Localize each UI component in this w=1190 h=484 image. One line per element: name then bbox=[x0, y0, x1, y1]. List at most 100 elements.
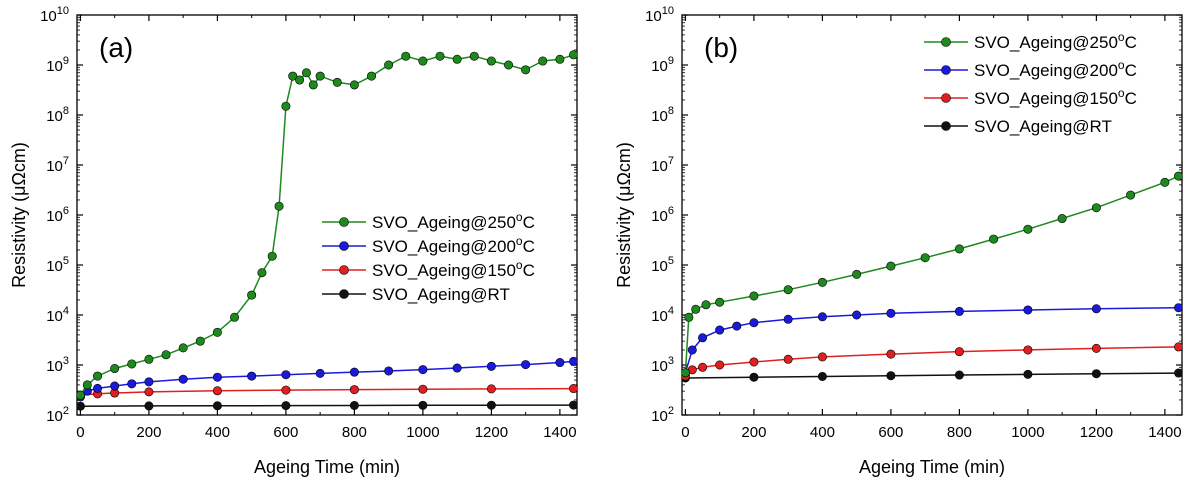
y-tick-label: 108 bbox=[46, 105, 69, 125]
legend-label: SVO_Ageing@150oC bbox=[372, 258, 535, 280]
series-line bbox=[685, 372, 1179, 379]
data-point bbox=[110, 381, 120, 391]
data-point bbox=[569, 400, 577, 410]
series-2 bbox=[77, 384, 577, 400]
y-tick-label: 1010 bbox=[40, 5, 69, 25]
data-point bbox=[212, 372, 222, 382]
data-point bbox=[732, 321, 742, 331]
data-point bbox=[1023, 224, 1033, 234]
data-point bbox=[82, 380, 92, 390]
data-point bbox=[715, 360, 725, 370]
data-point bbox=[93, 371, 103, 381]
y-tick-label: 103 bbox=[651, 355, 674, 375]
data-point bbox=[418, 365, 428, 375]
x-tick-label: 600 bbox=[273, 424, 298, 441]
data-point bbox=[212, 401, 222, 411]
series-line bbox=[80, 387, 574, 396]
data-point bbox=[77, 390, 85, 400]
data-point bbox=[1174, 342, 1182, 352]
y-tick-label: 108 bbox=[651, 105, 674, 125]
legend-marker bbox=[339, 217, 349, 227]
legend-label: SVO_Ageing@RT bbox=[372, 285, 510, 304]
data-point bbox=[267, 251, 277, 261]
series-3 bbox=[682, 368, 1182, 383]
data-point bbox=[1091, 203, 1101, 213]
data-point bbox=[1160, 177, 1170, 187]
data-point bbox=[418, 384, 428, 394]
legend-marker bbox=[941, 37, 951, 47]
data-point bbox=[684, 312, 694, 322]
data-point bbox=[195, 336, 205, 346]
data-point bbox=[288, 71, 298, 81]
legend-marker bbox=[339, 289, 349, 299]
x-tick-label: 1200 bbox=[1080, 424, 1113, 441]
data-point bbox=[749, 372, 759, 382]
data-point bbox=[1174, 171, 1182, 181]
data-point bbox=[1023, 369, 1033, 379]
data-point bbox=[783, 314, 793, 324]
data-point bbox=[486, 384, 496, 394]
data-point bbox=[783, 354, 793, 364]
x-tick-label: 800 bbox=[947, 424, 972, 441]
series-line bbox=[684, 306, 1179, 373]
data-point bbox=[569, 384, 577, 394]
legend-label: SVO_Ageing@250oC bbox=[974, 30, 1137, 52]
data-point bbox=[469, 51, 479, 61]
data-point bbox=[1091, 369, 1101, 379]
x-tick-label: 600 bbox=[878, 424, 903, 441]
legend-marker bbox=[941, 121, 951, 131]
data-point bbox=[749, 318, 759, 328]
y-axis-title: Resistivity (μΩcm) bbox=[9, 142, 29, 288]
data-point bbox=[886, 261, 896, 271]
y-tick-label: 107 bbox=[46, 155, 69, 175]
legend-marker bbox=[339, 265, 349, 275]
data-point bbox=[452, 54, 462, 64]
data-point bbox=[230, 312, 240, 322]
data-point bbox=[349, 80, 359, 90]
data-point bbox=[886, 308, 896, 318]
legend-marker bbox=[941, 65, 951, 75]
y-axis-title: Resistivity (μΩcm) bbox=[614, 142, 634, 288]
legend-label: SVO_Ageing@RT bbox=[974, 117, 1112, 136]
data-point bbox=[555, 54, 565, 64]
y-tick-label: 104 bbox=[651, 305, 674, 325]
y-tick-label: 106 bbox=[46, 205, 69, 225]
data-point bbox=[817, 352, 827, 362]
y-tick-label: 102 bbox=[651, 405, 674, 425]
data-point bbox=[315, 71, 325, 81]
data-point bbox=[349, 400, 359, 410]
data-point bbox=[1091, 343, 1101, 353]
data-point bbox=[749, 357, 759, 367]
data-point bbox=[452, 363, 462, 373]
data-point bbox=[569, 50, 577, 60]
y-tick-label: 109 bbox=[46, 55, 69, 75]
data-point bbox=[886, 371, 896, 381]
data-point bbox=[212, 386, 222, 396]
data-point bbox=[435, 51, 445, 61]
data-point bbox=[212, 327, 222, 337]
data-point bbox=[504, 60, 514, 70]
data-point bbox=[308, 80, 318, 90]
data-point bbox=[93, 383, 103, 393]
data-point bbox=[301, 68, 311, 78]
data-point bbox=[274, 201, 284, 211]
y-tick-label: 105 bbox=[46, 255, 69, 275]
data-point bbox=[569, 356, 577, 366]
data-point bbox=[1174, 368, 1182, 378]
data-point bbox=[178, 343, 188, 353]
y-tick-label: 103 bbox=[46, 355, 69, 375]
series-0 bbox=[77, 50, 577, 400]
data-point bbox=[127, 379, 137, 389]
data-point bbox=[384, 366, 394, 376]
y-tick-label: 109 bbox=[651, 55, 674, 75]
x-tick-label: 0 bbox=[76, 424, 84, 441]
data-point bbox=[486, 56, 496, 66]
data-point bbox=[852, 310, 862, 320]
series-2 bbox=[682, 342, 1182, 381]
data-point bbox=[281, 370, 291, 380]
data-point bbox=[698, 362, 708, 372]
data-point bbox=[954, 370, 964, 380]
data-point bbox=[1057, 214, 1067, 224]
data-point bbox=[486, 400, 496, 410]
